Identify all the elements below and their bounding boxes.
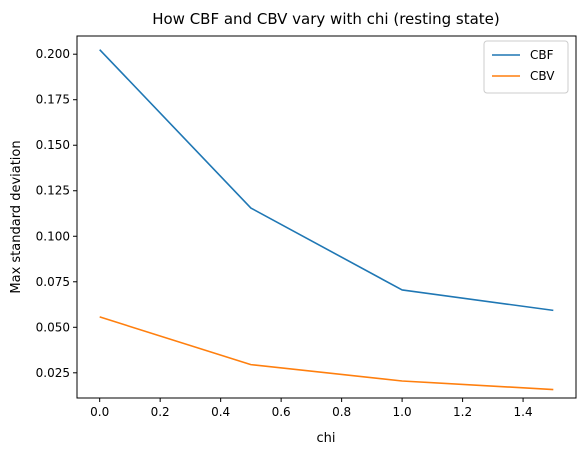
y-tick-label: 0.025 — [36, 366, 70, 380]
series-line-cbv — [99, 316, 554, 391]
series-line-cbf — [99, 49, 554, 312]
y-axis-label: Max standard deviation — [9, 140, 24, 293]
axes-frame — [76, 35, 577, 399]
x-tick-label: 1.0 — [393, 405, 412, 419]
y-tick-label: 0.125 — [36, 184, 70, 198]
y-tick-label: 0.150 — [36, 138, 70, 152]
series-layer — [99, 49, 554, 391]
y-tick-label: 0.100 — [36, 229, 70, 243]
x-tick-label: 0.8 — [332, 405, 351, 419]
y-tick-label: 0.200 — [36, 47, 70, 61]
legend-label-cbv: CBV — [530, 69, 555, 83]
x-tick-label: 0.0 — [90, 405, 109, 419]
legend-box — [483, 40, 569, 94]
legend: CBF CBV — [483, 40, 569, 94]
y-tick-label: 0.175 — [36, 93, 70, 107]
x-tick-label: 0.6 — [272, 405, 291, 419]
y-tick-label: 0.050 — [36, 320, 70, 334]
legend-label-cbf: CBF — [530, 48, 554, 62]
x-tick-label: 1.2 — [453, 405, 472, 419]
x-axis-ticks: 0.0 0.2 0.4 0.6 0.8 1.0 1.2 1.4 — [90, 398, 533, 419]
x-tick-label: 0.4 — [211, 405, 230, 419]
x-tick-label: 0.2 — [151, 405, 170, 419]
chart-title: How CBF and CBV vary with chi (resting s… — [152, 10, 500, 28]
y-tick-label: 0.075 — [36, 275, 70, 289]
x-axis-label: chi — [317, 431, 336, 446]
y-axis-ticks: 0.025 0.050 0.075 0.100 0.125 0.150 0.175 0.200 — [36, 47, 77, 380]
x-tick-label: 1.4 — [514, 405, 533, 419]
